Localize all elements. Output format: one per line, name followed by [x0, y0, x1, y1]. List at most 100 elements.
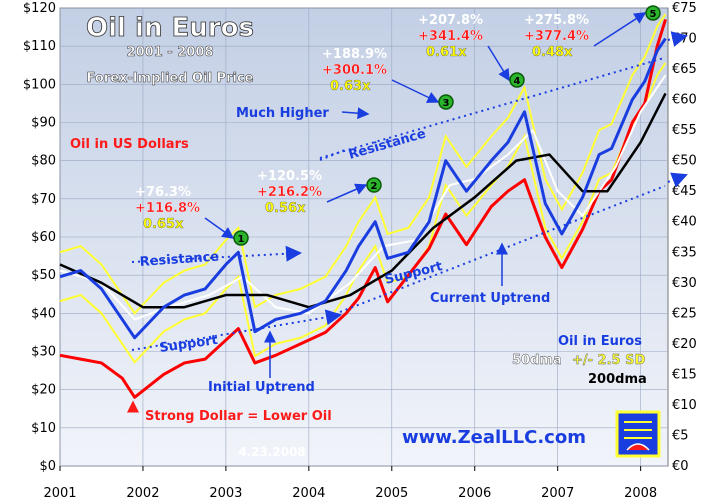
callout-marker-number: 2	[371, 181, 378, 192]
y-right-tick-label: €40	[672, 215, 697, 230]
callout-ratio: 0.63x	[330, 79, 371, 94]
y-left-tick-label: $30	[31, 345, 56, 360]
callout-marker-number: 1	[238, 234, 245, 245]
callout-usd-pct: +216.2%	[257, 185, 322, 200]
callout-ratio: 0.61x	[426, 45, 467, 60]
y-right-tick-label: €10	[672, 398, 697, 413]
legend-oil-euros: Oil in Euros	[558, 334, 642, 349]
callout-arrow	[204, 217, 235, 239]
callout-usd-pct: +377.4%	[524, 29, 589, 44]
callout-1: +76.3%+116.8%0.65x 1	[135, 185, 249, 246]
y-right-tick-label: €20	[672, 337, 697, 352]
callout-marker	[366, 177, 382, 193]
left-axis-ticks: $0 $10 $20 $30 $40 $50 $60 $70 $80 $90 $100 $110 $12…	[23, 1, 56, 474]
support-right-arrow	[667, 172, 688, 188]
chart-subtitle: 2001 - 2008	[127, 45, 214, 60]
y-left-tick-label: $100	[23, 77, 56, 92]
series-oil-in-euros	[59, 37, 667, 340]
y-left-tick-label: $120	[23, 1, 56, 16]
right-axis-ticks: €0 €5 €10 €15 €20 €25 €30 €35 €40 €45 €50 €55 €60 €65…	[672, 1, 697, 474]
callout-marker-number: 3	[443, 98, 450, 109]
callout-3: +188.9%+300.1%0.63x 3	[322, 47, 454, 110]
y-left-tick-label: $60	[31, 230, 56, 245]
y-left-tick-label: $70	[31, 192, 56, 207]
callout-usd-pct: +300.1%	[322, 63, 387, 78]
x-tick-label: 2001	[43, 486, 76, 501]
callout-ratio: 0.56x	[265, 201, 306, 216]
y-right-tick-label: €25	[672, 306, 697, 321]
callout-marker-number: 5	[650, 9, 657, 20]
y-left-tick-label: $10	[31, 421, 56, 436]
x-tick-label: 2003	[209, 486, 242, 501]
y-right-tick-label: €55	[672, 123, 697, 138]
series-50dma	[59, 74, 667, 321]
y-left-tick-label: $50	[31, 268, 56, 283]
callout-euro-pct: +76.3%	[135, 185, 191, 200]
callout-euro-pct: +120.5%	[257, 169, 322, 184]
support-left-line	[131, 309, 342, 351]
callout-arrow	[593, 12, 647, 47]
y-right-tick-label: €75	[672, 1, 697, 16]
x-tick-label: 2004	[292, 486, 325, 501]
callout-marker-number: 4	[514, 76, 521, 87]
y-left-tick-label: $90	[31, 116, 56, 131]
y-right-tick-label: €30	[672, 276, 697, 291]
x-tick-label: 2002	[126, 486, 159, 501]
label-initial-uptrend: Initial Uptrend	[208, 380, 315, 395]
sd-band-lower	[59, 62, 667, 364]
callout-euro-pct: +275.8%	[524, 13, 589, 28]
y-left-tick-label: $20	[31, 383, 56, 398]
label-strong-dollar: Strong Dollar = Lower Oil	[145, 409, 332, 424]
callout-marker	[645, 5, 661, 21]
y-left-tick-label: $0	[39, 459, 56, 474]
y-right-tick-label: €50	[672, 154, 697, 169]
callout-usd-pct: +116.8%	[135, 201, 200, 216]
label-current-uptrend: Current Uptrend	[430, 291, 550, 306]
legend-sd-band: +/- 2.5 SD	[572, 353, 645, 368]
y-right-tick-label: €35	[672, 245, 697, 260]
callout-4: +207.8%+341.4%0.61x 4	[418, 13, 525, 88]
y-right-tick-label: €60	[672, 93, 697, 108]
callout-2: +120.5%+216.2%0.56x 2	[257, 169, 382, 216]
callouts-group: +76.3%+116.8%0.65x1+120.5%+216.2%0.56x2+…	[135, 5, 661, 246]
x-axis-ticks: 2001 2002 2003 2004 2005 2006 2007 2008	[43, 466, 657, 501]
x-tick-label: 2006	[458, 486, 491, 501]
callout-marker	[233, 230, 249, 246]
series-group	[59, 13, 667, 399]
label-resistance-left: Resistance	[139, 249, 220, 270]
date-stamp: 4.23.2008	[238, 445, 306, 459]
x-tick-label: 2005	[375, 486, 408, 501]
label-much-higher: Much Higher	[236, 106, 329, 121]
y-right-tick-label: €45	[672, 184, 697, 199]
label-oil-usd: Oil in US Dollars	[70, 137, 189, 152]
chart-caption: Forex-Implied Oil Price	[87, 71, 254, 86]
zeal-logo	[615, 410, 661, 458]
series-oil-in-us-dollars	[59, 19, 667, 399]
callout-marker	[509, 72, 525, 88]
x-tick-label: 2007	[541, 486, 574, 501]
callout-marker	[438, 94, 454, 110]
much-higher-arrow	[341, 107, 370, 120]
callout-ratio: 0.48x	[532, 45, 573, 60]
callout-arrow	[487, 45, 510, 82]
callout-euro-pct: +207.8%	[418, 13, 483, 28]
callout-arrow	[391, 79, 440, 103]
callout-arrow	[326, 183, 368, 203]
y-left-tick-label: $40	[31, 306, 56, 321]
sd-band-upper	[59, 13, 667, 315]
legend-50dma: 50dma	[512, 353, 562, 368]
website-label: www.ZealLLC.com	[402, 427, 586, 448]
callout-ratio: 0.65x	[143, 217, 184, 232]
resistance-left-line	[131, 245, 302, 263]
y-right-tick-label: €5	[672, 428, 689, 443]
chart-title: Oil in Euros	[86, 13, 254, 43]
y-right-tick-label: €0	[672, 459, 689, 474]
callout-euro-pct: +188.9%	[322, 47, 387, 62]
callout-usd-pct: +341.4%	[418, 29, 483, 44]
resistance-connector	[319, 149, 346, 161]
y-right-tick-label: €15	[672, 367, 697, 382]
callout-5: +275.8%+377.4%0.48x 5	[524, 5, 661, 60]
gridlines	[59, 7, 668, 467]
y-left-tick-label: $80	[31, 154, 56, 169]
